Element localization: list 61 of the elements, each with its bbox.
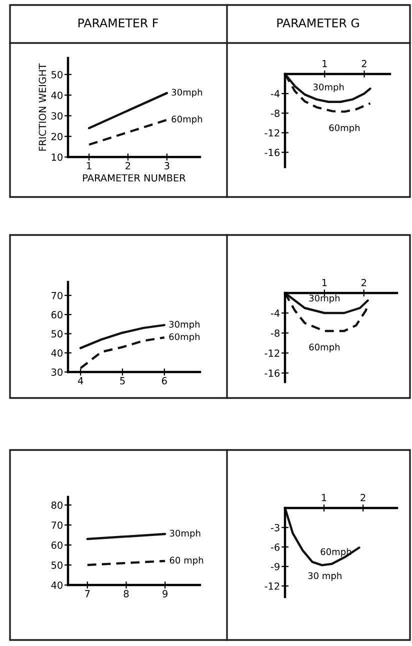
series-label: 60mph <box>169 333 200 342</box>
line-series <box>79 336 166 370</box>
y-tick-label: -4 <box>270 90 280 98</box>
y-tick-label: -6 <box>270 543 280 551</box>
y-tick-label: 50 <box>52 330 62 338</box>
y-tick-label: 60 <box>51 311 62 318</box>
x-tick-label: 8 <box>124 590 129 598</box>
line-series <box>285 508 360 566</box>
x-tick-label: 9 <box>162 590 168 598</box>
x-tick-label: 2 <box>362 60 366 68</box>
series-label: 60mph <box>172 116 202 124</box>
x-axis-title: PARAMETER NUMBER <box>83 174 186 182</box>
y-tick-label: -3 <box>270 524 280 532</box>
series-label: 60mph <box>309 344 340 352</box>
series-label: 30mph <box>313 83 344 92</box>
y-tick-label: 70 <box>52 292 62 300</box>
y-tick-label: -9 <box>270 562 280 570</box>
x-tick-label: 1 <box>322 279 327 286</box>
x-tick-label: 2 <box>360 494 366 502</box>
series-label: 30mph <box>170 530 200 538</box>
y-tick-label: -16 <box>264 369 280 377</box>
x-tick-label: 1 <box>87 162 92 170</box>
x-tick-label: 1 <box>322 494 326 502</box>
x-tick-label: 2 <box>361 278 366 286</box>
chart-title: PARAMETER G <box>277 18 359 28</box>
x-tick-label: 5 <box>120 377 125 384</box>
series-label: 30mph <box>309 294 340 304</box>
chart-title: PARAMETER F <box>78 18 158 28</box>
series-label: 30mph <box>169 320 200 330</box>
y-tick-label: 50 <box>52 561 62 569</box>
y-tick-label: -12 <box>264 582 280 590</box>
x-tick-label: 2 <box>126 162 130 170</box>
y-tick-label: 60 <box>51 541 62 549</box>
y-tick-label: 40 <box>51 92 62 99</box>
y-tick-label: -4 <box>270 310 280 317</box>
series-label: 30mph <box>172 88 202 98</box>
x-tick-label: 4 <box>78 377 84 384</box>
y-axis-title: FRICTION WEIGHT <box>38 63 46 151</box>
x-tick-label: 3 <box>164 162 170 170</box>
y-tick-label: 20 <box>51 132 62 140</box>
x-tick-label: 7 <box>85 590 90 598</box>
series-label: 60 mph <box>170 556 204 566</box>
y-tick-label: -8 <box>270 110 280 117</box>
annotation: 30 mph <box>308 572 342 581</box>
y-tick-label: 80 <box>51 501 62 509</box>
y-tick-label: -12 <box>264 349 280 357</box>
y-tick-label: -16 <box>264 148 280 156</box>
y-tick-label: -8 <box>270 329 280 337</box>
annotation: 60mph <box>320 548 352 557</box>
y-tick-label: 70 <box>52 521 62 529</box>
line-series <box>79 324 166 350</box>
y-tick-label: 10 <box>52 153 62 161</box>
x-tick-label: 1 <box>322 60 327 68</box>
y-tick-label: -12 <box>264 129 280 136</box>
y-tick-label: 40 <box>51 349 62 357</box>
y-tick-label: 30 <box>52 368 62 376</box>
y-tick-label: 50 <box>52 70 62 78</box>
y-tick-label: 30 <box>52 112 62 120</box>
x-tick-label: 6 <box>162 377 167 384</box>
series-label: 60mph <box>329 124 360 133</box>
y-tick-label: 40 <box>51 581 62 589</box>
